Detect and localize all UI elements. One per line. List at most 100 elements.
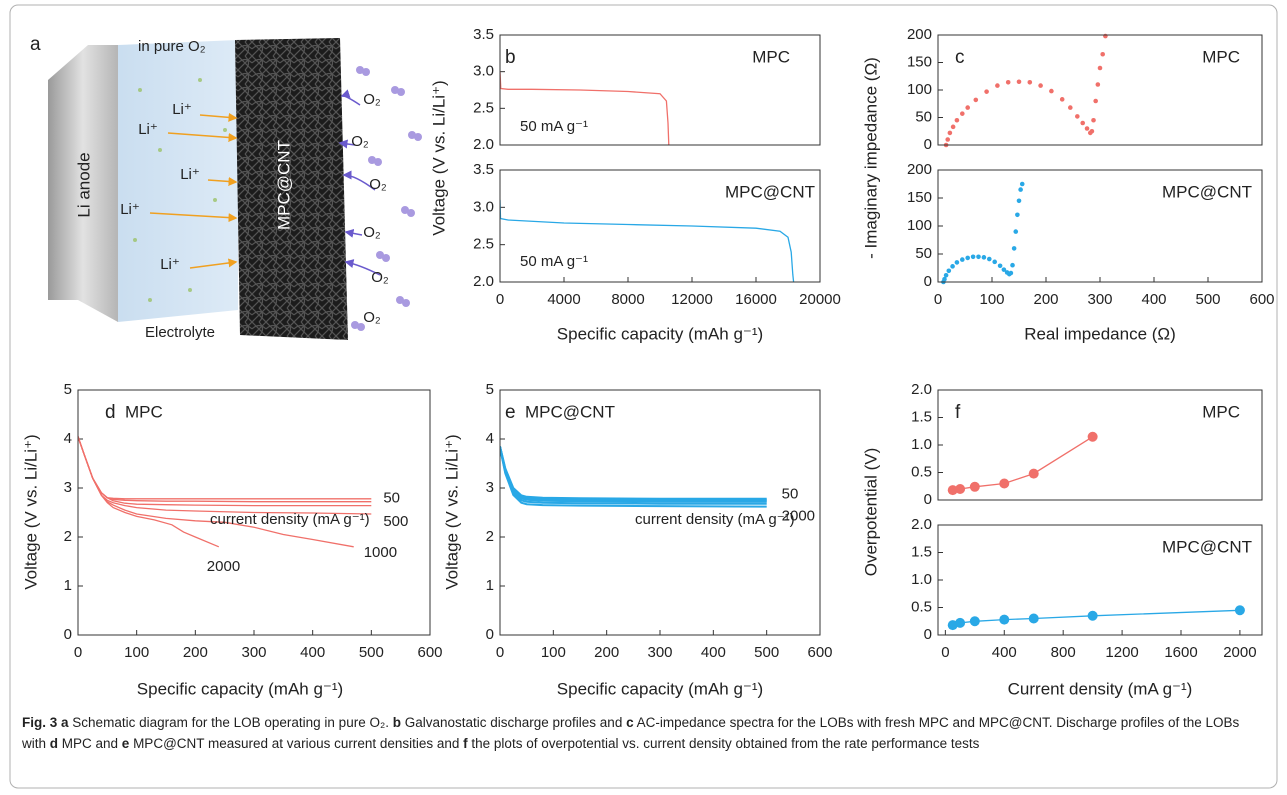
annotation: 50 mA g⁻¹ bbox=[520, 118, 588, 135]
series-line bbox=[500, 446, 767, 502]
point bbox=[960, 111, 965, 116]
chart: 2.0 2.5 3.0 3.5 0 4000 8000 12000 16000 20000 MPC@… bbox=[429, 80, 840, 343]
y-tick-label: 2 bbox=[486, 528, 494, 545]
x-axis-label: Specific capacity (mAh g⁻¹) bbox=[557, 324, 763, 343]
point bbox=[1097, 65, 1103, 71]
point bbox=[995, 83, 1000, 88]
li-ion-label: Li⁺ bbox=[172, 101, 192, 118]
series-label: 2000 bbox=[782, 508, 815, 525]
figure-border bbox=[9, 4, 1278, 789]
y-tick-label: 2.0 bbox=[911, 381, 932, 398]
caption-text: MPC@CNT measured at various current dens… bbox=[129, 736, 464, 751]
point bbox=[976, 254, 981, 260]
panel-label: c bbox=[955, 47, 965, 68]
x-tick-label: 0 bbox=[74, 644, 82, 661]
y-tick-label: 1.5 bbox=[911, 543, 932, 560]
point bbox=[973, 97, 979, 103]
y-tick-label: 2.0 bbox=[911, 516, 932, 533]
x-tick-label: 200 bbox=[183, 644, 208, 661]
plot-frame bbox=[499, 389, 821, 636]
schematic-title: in pure O₂ bbox=[138, 38, 206, 55]
point bbox=[954, 260, 960, 265]
x-tick-label: 8000 bbox=[611, 291, 644, 308]
y-axis-label: Voltage (V vs. Li/Li⁺) bbox=[442, 434, 461, 589]
o2-label: O₂ bbox=[371, 269, 389, 286]
point bbox=[1100, 51, 1105, 57]
caption-text: f bbox=[463, 736, 468, 751]
series-line bbox=[500, 446, 767, 501]
point bbox=[947, 130, 953, 136]
x-tick-label: 4000 bbox=[547, 291, 580, 308]
series-line bbox=[500, 447, 767, 508]
caption-text: b bbox=[392, 715, 401, 730]
point bbox=[984, 89, 989, 94]
y-tick-label: 150 bbox=[907, 189, 932, 206]
point bbox=[945, 137, 951, 142]
plot-frame bbox=[77, 389, 431, 636]
y-tick-label: 3.0 bbox=[473, 63, 494, 80]
y-tick-label: 2.0 bbox=[473, 273, 494, 290]
chart-label: MPC bbox=[125, 402, 163, 421]
plot-frame bbox=[937, 169, 1263, 283]
li-ion-label: Li⁺ bbox=[120, 201, 140, 218]
y-tick-label: 0 bbox=[924, 136, 932, 153]
o2-label: O₂ bbox=[363, 224, 381, 241]
point bbox=[1075, 114, 1080, 119]
x-tick-label: 400 bbox=[300, 644, 325, 661]
x-tick-label: 1600 bbox=[1164, 644, 1197, 661]
point bbox=[1095, 82, 1101, 87]
y-tick-label: 3.5 bbox=[473, 26, 494, 43]
point bbox=[1089, 128, 1095, 134]
point bbox=[997, 263, 1003, 269]
point bbox=[1093, 98, 1098, 104]
plot-frame bbox=[499, 169, 821, 283]
series-line bbox=[78, 436, 372, 503]
cathode-label: MPC@CNT bbox=[274, 140, 293, 230]
point bbox=[1005, 80, 1011, 85]
legend-title: current density (mA g⁻¹) bbox=[210, 511, 370, 528]
point bbox=[1027, 80, 1033, 85]
x-axis-label: Current density (mA g⁻¹) bbox=[1008, 679, 1193, 698]
point bbox=[981, 255, 987, 260]
series-line bbox=[78, 436, 354, 548]
x-tick-label: 2000 bbox=[1223, 644, 1256, 661]
panel-label: a bbox=[30, 34, 41, 55]
chart-label: MPC@CNT bbox=[525, 402, 615, 421]
plot-frame bbox=[937, 389, 1263, 501]
x-tick-label: 0 bbox=[496, 291, 504, 308]
point bbox=[1091, 117, 1096, 123]
x-tick-label: 300 bbox=[1087, 291, 1112, 308]
x-tick-label: 0 bbox=[496, 644, 504, 661]
y-tick-label: 3 bbox=[486, 479, 494, 496]
point bbox=[950, 264, 955, 269]
chart-label: MPC@CNT bbox=[1162, 537, 1252, 556]
series-line bbox=[78, 436, 220, 548]
point bbox=[965, 255, 970, 261]
point bbox=[942, 276, 947, 282]
legend-title: current density (mA g⁻¹) bbox=[635, 511, 795, 528]
series-line bbox=[78, 436, 372, 507]
electrolyte-label: Electrolyte bbox=[145, 324, 215, 341]
point bbox=[999, 614, 1010, 625]
o2-label: O₂ bbox=[363, 91, 381, 108]
series-line bbox=[500, 446, 767, 503]
y-tick-label: 50 bbox=[915, 108, 932, 125]
x-tick-label: 400 bbox=[701, 644, 726, 661]
o2-label: O₂ bbox=[369, 176, 387, 193]
y-tick-label: 3.0 bbox=[473, 198, 494, 215]
point bbox=[1010, 262, 1015, 268]
point bbox=[969, 481, 980, 492]
series-line bbox=[500, 199, 795, 283]
point bbox=[1011, 246, 1017, 251]
chart-label: MPC@CNT bbox=[725, 182, 815, 201]
caption-text: c bbox=[626, 715, 634, 730]
x-tick-label: 100 bbox=[124, 644, 149, 661]
series-line bbox=[500, 447, 767, 505]
caption-text: e bbox=[121, 736, 130, 751]
y-tick-label: 5 bbox=[486, 381, 494, 398]
caption-text: Galvanostatic discharge profiles and bbox=[400, 715, 627, 730]
point bbox=[1016, 198, 1022, 204]
y-axis-label: - Imaginary impedance (Ω) bbox=[861, 57, 880, 259]
